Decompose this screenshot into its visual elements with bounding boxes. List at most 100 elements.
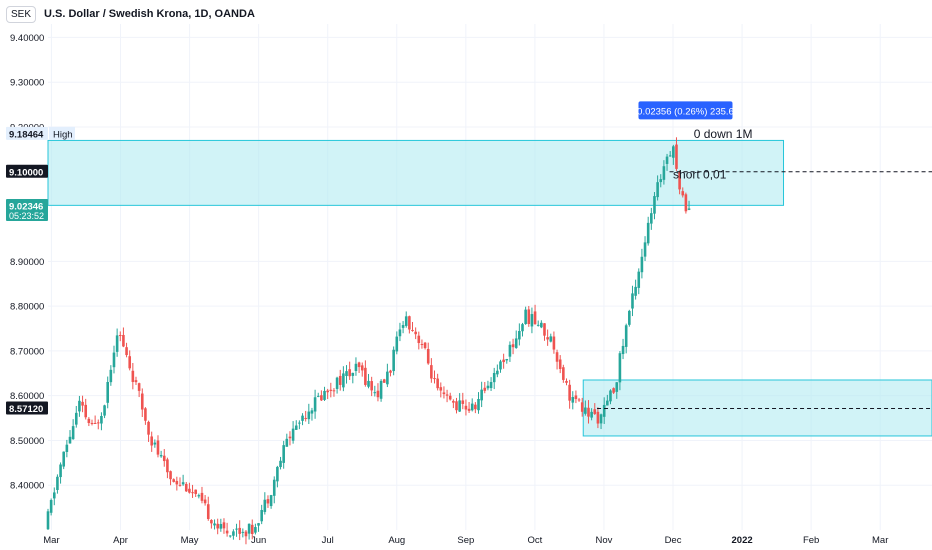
candle-body [628, 310, 631, 325]
candle-body [62, 451, 66, 467]
candle-body [153, 442, 157, 445]
candle-body [81, 401, 84, 406]
candle-body [254, 527, 257, 533]
candle-body [103, 405, 106, 416]
candle-body [68, 436, 72, 444]
candle-body [282, 445, 285, 463]
candle-body [640, 256, 644, 273]
candle-body [681, 191, 685, 196]
candle-body [455, 401, 458, 411]
candle-body [502, 359, 505, 363]
candle-body [565, 380, 568, 383]
candle-body [650, 213, 653, 224]
candle-body [382, 379, 386, 383]
candle-body [65, 444, 69, 452]
candle-body [448, 395, 452, 400]
candle-body [546, 337, 549, 340]
candle-body [241, 531, 245, 533]
grid [48, 24, 932, 530]
candle-body [216, 523, 219, 529]
price-label-countdown: 05:23:52 [9, 211, 44, 221]
candle-body [310, 410, 314, 414]
candle-body [351, 372, 355, 376]
candle-body [549, 336, 553, 342]
candle-body [480, 389, 483, 401]
candle-body [90, 422, 94, 424]
y-tick-label: 8.90000 [10, 257, 44, 268]
candle-body [203, 499, 207, 504]
candle-body [464, 405, 468, 410]
candle-body [417, 335, 421, 344]
x-tick-label: 2022 [732, 535, 753, 546]
candle-body [602, 404, 606, 417]
candle-body [301, 415, 304, 421]
candle-body [332, 390, 336, 392]
candle-body [555, 352, 559, 362]
candle-body [373, 392, 377, 394]
candle-body [574, 395, 578, 400]
candle-body [624, 325, 628, 347]
candle-body [172, 479, 175, 482]
y-tick-label: 8.40000 [10, 481, 44, 492]
candle-body [87, 418, 91, 424]
currency-badge[interactable]: SEK [6, 5, 37, 23]
candle-body [266, 499, 270, 504]
y-tick-label: 8.60000 [10, 391, 44, 402]
candle-body [181, 482, 185, 485]
horizontal-lines[interactable] [597, 171, 932, 410]
candle-body [452, 400, 455, 403]
annotation-text: 0 down 1M [694, 127, 753, 141]
candle-body [433, 378, 436, 380]
candle-body [439, 387, 443, 391]
candle-body [291, 428, 295, 441]
candle-body [257, 523, 260, 526]
candle-body [159, 455, 163, 457]
x-tick-label: May [181, 535, 199, 546]
price-tag: High [53, 129, 73, 140]
candle-body [596, 411, 600, 424]
candle-body [228, 535, 232, 537]
candle-body [411, 329, 414, 331]
candle-body [84, 404, 88, 418]
x-tick-label: Nov [596, 535, 613, 546]
candle-body [307, 411, 311, 420]
time-axis[interactable]: Mar Apr May Jun Jul Aug Sep Oct Nov Dec 2022 Feb Mar [43, 535, 888, 546]
price-axis[interactable]: 9.400009.300009.200008.900008.800008.700… [6, 33, 75, 492]
x-tick-label: Dec [665, 535, 682, 546]
rectangle-zones[interactable] [47, 139, 932, 437]
candle-body [518, 331, 521, 340]
candle-body [235, 528, 238, 530]
candle-body [584, 407, 587, 414]
zone-rectangle[interactable] [47, 139, 785, 206]
candle-body [329, 389, 333, 391]
candle-body [115, 335, 119, 352]
candle-body [210, 519, 213, 524]
x-tick-label: Feb [803, 535, 819, 546]
zone-rectangle[interactable] [582, 379, 932, 437]
candle-body [496, 370, 499, 375]
symbol-title: U.S. Dollar / Swedish Krona, 1D, OANDA [44, 8, 255, 20]
candle-body [364, 367, 367, 385]
candle-body [687, 208, 691, 210]
candle-body [543, 323, 546, 336]
y-tick-label: 8.50000 [10, 436, 44, 447]
candle-body [184, 483, 188, 492]
candle-body [49, 500, 53, 513]
candle-body [188, 488, 191, 493]
candle-body [571, 397, 575, 403]
candle-body [672, 146, 675, 158]
candle-body [379, 380, 383, 399]
y-tick-label: 8.70000 [10, 346, 44, 357]
candle-body [389, 370, 392, 373]
candle-body [288, 436, 292, 439]
candle-body [175, 480, 179, 485]
measure-badge [638, 101, 733, 120]
candle-body [260, 509, 263, 522]
candle-body [562, 367, 565, 380]
candle-body [540, 322, 543, 328]
candle-body [134, 380, 138, 383]
candle-body [345, 371, 348, 377]
candle-body [643, 242, 647, 257]
candle-body [477, 398, 480, 411]
